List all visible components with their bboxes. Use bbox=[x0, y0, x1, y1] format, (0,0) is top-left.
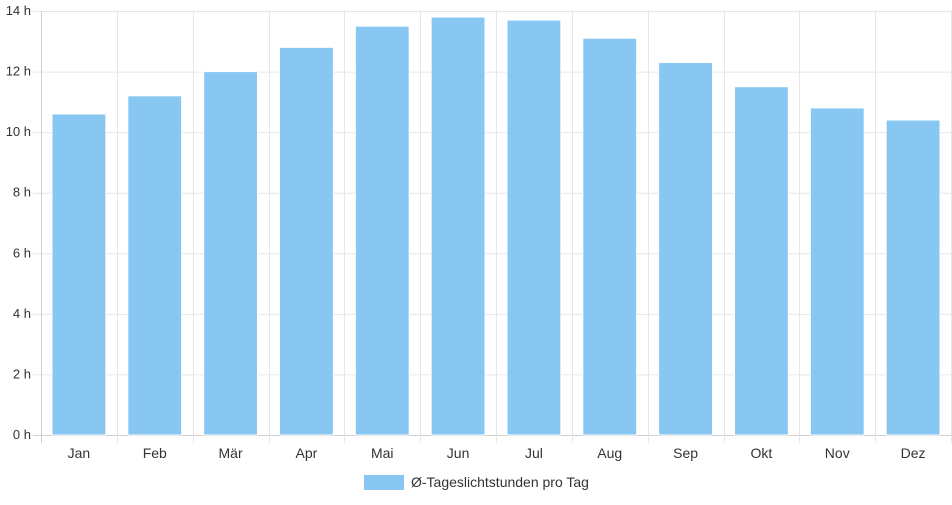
bar-Apr[interactable] bbox=[279, 46, 334, 436]
bar-Feb[interactable] bbox=[127, 95, 183, 436]
x-tick-label: Feb bbox=[143, 445, 167, 461]
y-tick-label: 10 h bbox=[6, 124, 31, 139]
x-tick-label: Apr bbox=[296, 445, 318, 461]
y-tick-label: 14 h bbox=[6, 3, 31, 18]
x-tick-label: Mär bbox=[219, 445, 243, 461]
y-tick-label: 0 h bbox=[13, 427, 31, 442]
bar-Sep[interactable] bbox=[658, 61, 714, 436]
x-tick-label: Aug bbox=[597, 445, 622, 461]
y-tick-label: 8 h bbox=[13, 185, 31, 200]
bar-Jul[interactable] bbox=[506, 19, 562, 436]
axes: 0 h 2 h 4 h 6 h 8 h 10 h 12 h 14 h Jan Feb Mär Apr M… bbox=[6, 3, 926, 461]
x-tick-label: Jan bbox=[68, 445, 91, 461]
bar-Jan[interactable] bbox=[51, 113, 107, 436]
bar-Nov[interactable] bbox=[809, 107, 865, 436]
legend-label[interactable]: Ø-Tageslichtstunden pro Tag bbox=[411, 474, 589, 490]
x-tick-label: Jun bbox=[447, 445, 470, 461]
grid bbox=[33, 11, 952, 443]
y-tick-label: 6 h bbox=[13, 245, 31, 260]
x-tick-label: Okt bbox=[751, 445, 773, 461]
bar-Dez[interactable] bbox=[885, 119, 941, 436]
x-tick-label: Nov bbox=[825, 445, 850, 461]
legend-swatch[interactable] bbox=[364, 475, 404, 490]
legend[interactable]: Ø-Tageslichtstunden pro Tag bbox=[364, 474, 589, 490]
y-tick-label: 2 h bbox=[13, 366, 31, 381]
x-tick-label: Mai bbox=[371, 445, 394, 461]
bar-Jun[interactable] bbox=[430, 16, 486, 436]
bar-Okt[interactable] bbox=[734, 86, 789, 436]
bar-Mai[interactable] bbox=[354, 25, 410, 436]
x-tick-label: Dez bbox=[901, 445, 926, 461]
y-tick-label: 12 h bbox=[6, 64, 31, 79]
x-tick-label: Jul bbox=[525, 445, 543, 461]
x-tick-label: Sep bbox=[673, 445, 698, 461]
bar-Mär[interactable] bbox=[203, 71, 259, 436]
bar-Aug[interactable] bbox=[582, 37, 638, 436]
y-tick-label: 4 h bbox=[13, 306, 31, 321]
bars bbox=[51, 16, 941, 436]
